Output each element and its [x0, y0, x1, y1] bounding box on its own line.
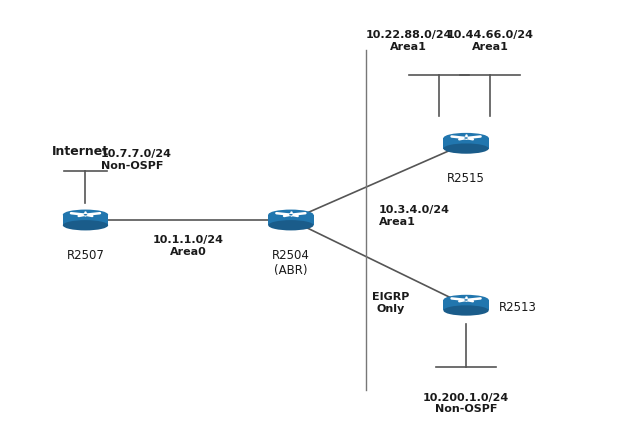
FancyBboxPatch shape: [443, 300, 489, 311]
Text: R2515: R2515: [447, 172, 485, 185]
Ellipse shape: [443, 143, 489, 154]
FancyBboxPatch shape: [443, 138, 489, 149]
Ellipse shape: [464, 299, 468, 301]
Ellipse shape: [63, 220, 108, 231]
Text: 10.200.1.0/24
Non-OSPF: 10.200.1.0/24 Non-OSPF: [423, 392, 509, 414]
Ellipse shape: [289, 214, 293, 216]
Text: Internet: Internet: [53, 145, 109, 158]
Text: 10.7.7.0/24
Non-OSPF: 10.7.7.0/24 Non-OSPF: [101, 150, 172, 171]
Ellipse shape: [83, 214, 87, 216]
Ellipse shape: [268, 220, 313, 231]
Text: R2513: R2513: [499, 301, 537, 314]
Text: 10.44.66.0/24
Area1: 10.44.66.0/24 Area1: [447, 30, 534, 51]
FancyBboxPatch shape: [63, 215, 108, 225]
Text: 10.3.4.0/24
Area1: 10.3.4.0/24 Area1: [378, 205, 449, 227]
Ellipse shape: [268, 209, 313, 220]
Ellipse shape: [464, 137, 468, 139]
Text: R2504
(ABR): R2504 (ABR): [272, 249, 310, 277]
FancyBboxPatch shape: [268, 215, 313, 225]
Text: R2507: R2507: [67, 249, 104, 262]
Text: EIGRP
Only: EIGRP Only: [372, 292, 409, 314]
Ellipse shape: [443, 133, 489, 143]
Text: 10.22.88.0/24
Area1: 10.22.88.0/24 Area1: [365, 30, 452, 51]
Ellipse shape: [443, 305, 489, 315]
Ellipse shape: [443, 295, 489, 305]
Ellipse shape: [63, 209, 108, 220]
Text: 10.1.1.0/24
Area0: 10.1.1.0/24 Area0: [153, 235, 224, 257]
